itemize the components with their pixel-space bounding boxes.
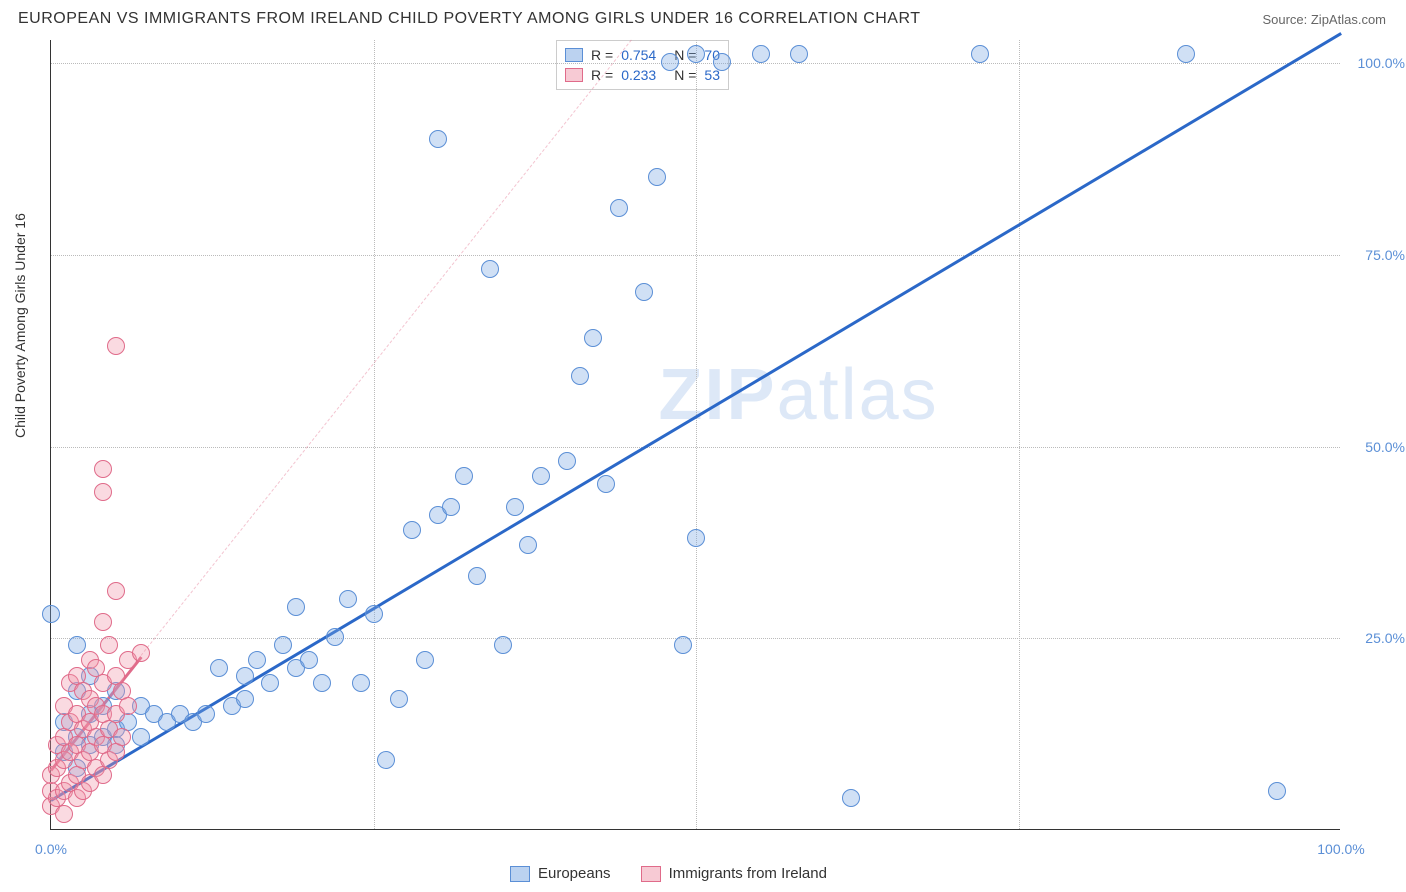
data-point-blue: [248, 651, 266, 669]
x-tick-label: 100.0%: [1317, 841, 1364, 857]
data-point-blue: [468, 567, 486, 585]
data-point-blue: [377, 751, 395, 769]
data-point-pink: [94, 460, 112, 478]
data-point-blue: [442, 498, 460, 516]
legend-r-pink: 0.233: [621, 67, 656, 83]
data-point-pink: [132, 644, 150, 662]
data-point-blue: [197, 705, 215, 723]
series-legend: Europeans Immigrants from Ireland: [510, 865, 827, 882]
data-point-blue: [519, 536, 537, 554]
data-point-pink: [94, 766, 112, 784]
data-point-pink: [55, 805, 73, 823]
data-point-blue: [687, 45, 705, 63]
data-point-blue: [1268, 782, 1286, 800]
data-point-blue: [1177, 45, 1195, 63]
gridline-v: [374, 40, 375, 829]
data-point-pink: [107, 337, 125, 355]
data-point-blue: [429, 130, 447, 148]
data-point-blue: [752, 45, 770, 63]
data-point-blue: [481, 260, 499, 278]
data-point-blue: [648, 168, 666, 186]
data-point-blue: [261, 674, 279, 692]
legend-swatch-pink-icon: [641, 866, 661, 882]
data-point-blue: [635, 283, 653, 301]
data-point-blue: [287, 598, 305, 616]
data-point-pink: [94, 483, 112, 501]
data-point-blue: [236, 690, 254, 708]
legend-r-blue: 0.754: [621, 47, 656, 63]
data-point-blue: [390, 690, 408, 708]
data-point-blue: [842, 789, 860, 807]
correlation-legend: R = 0.754 N = 70 R = 0.233 N = 53: [556, 40, 729, 90]
data-point-pink: [113, 728, 131, 746]
data-point-blue: [455, 467, 473, 485]
data-point-blue: [558, 452, 576, 470]
data-point-blue: [365, 605, 383, 623]
legend-label-europeans: Europeans: [538, 865, 611, 882]
data-point-blue: [610, 199, 628, 217]
watermark: ZIPatlas: [659, 354, 939, 436]
gridline-v: [1019, 40, 1020, 829]
legend-label-ireland: Immigrants from Ireland: [669, 865, 827, 882]
y-tick-label: 50.0%: [1365, 439, 1405, 455]
data-point-blue: [674, 636, 692, 654]
data-point-blue: [132, 728, 150, 746]
data-point-blue: [210, 659, 228, 677]
x-tick-label: 0.0%: [35, 841, 67, 857]
y-axis-label: Child Poverty Among Girls Under 16: [12, 213, 28, 438]
data-point-pink: [107, 582, 125, 600]
data-point-blue: [506, 498, 524, 516]
data-point-blue: [971, 45, 989, 63]
source-label: Source: ZipAtlas.com: [1262, 12, 1386, 27]
data-point-blue: [326, 628, 344, 646]
data-point-blue: [661, 53, 679, 71]
y-tick-label: 75.0%: [1365, 247, 1405, 263]
data-point-blue: [300, 651, 318, 669]
data-point-blue: [532, 467, 550, 485]
legend-swatch-blue-icon: [510, 866, 530, 882]
data-point-blue: [416, 651, 434, 669]
legend-swatch-pink: [565, 68, 583, 82]
data-point-blue: [274, 636, 292, 654]
trendline-pink-extrapolated: [141, 40, 632, 656]
chart-plot-area: R = 0.754 N = 70 R = 0.233 N = 53 ZIPatl…: [50, 40, 1340, 830]
data-point-blue: [687, 529, 705, 547]
gridline-v: [696, 40, 697, 829]
data-point-pink: [107, 743, 125, 761]
data-point-pink: [94, 613, 112, 631]
data-point-blue: [597, 475, 615, 493]
y-tick-label: 25.0%: [1365, 630, 1405, 646]
data-point-blue: [403, 521, 421, 539]
legend-item-europeans: Europeans: [510, 865, 611, 882]
data-point-blue: [571, 367, 589, 385]
legend-item-ireland: Immigrants from Ireland: [641, 865, 827, 882]
data-point-pink: [119, 697, 137, 715]
data-point-blue: [584, 329, 602, 347]
chart-title: EUROPEAN VS IMMIGRANTS FROM IRELAND CHIL…: [18, 10, 921, 28]
data-point-blue: [352, 674, 370, 692]
data-point-pink: [100, 636, 118, 654]
data-point-blue: [494, 636, 512, 654]
data-point-blue: [790, 45, 808, 63]
legend-swatch-blue: [565, 48, 583, 62]
y-tick-label: 100.0%: [1358, 55, 1405, 71]
data-point-blue: [68, 636, 86, 654]
data-point-blue: [236, 667, 254, 685]
data-point-blue: [339, 590, 357, 608]
data-point-blue: [42, 605, 60, 623]
data-point-blue: [313, 674, 331, 692]
data-point-blue: [713, 53, 731, 71]
